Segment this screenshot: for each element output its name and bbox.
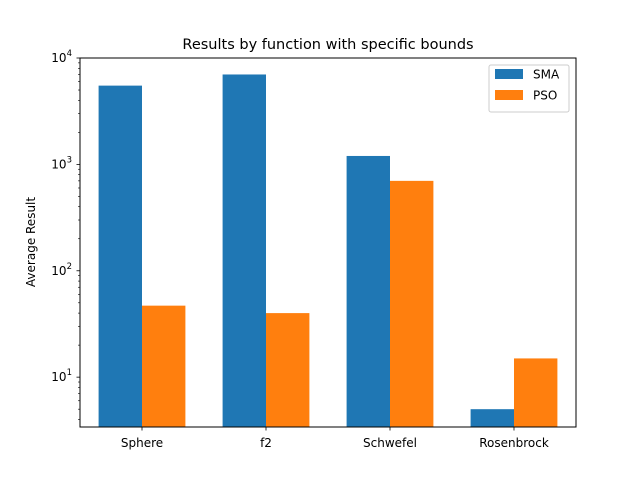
x-tick-label: Sphere <box>121 436 163 450</box>
x-tick-label: f2 <box>260 436 272 450</box>
x-axis-ticks: Sphere f2 Schwefel Rosenbrock <box>121 427 549 450</box>
y-axis-label: Average Result <box>24 197 38 287</box>
y-tick-label: 104 <box>51 49 72 65</box>
y-tick-exponent: 3 <box>67 155 72 165</box>
bar-sma-rosenbrock <box>470 409 514 427</box>
legend-label-pso: PSO <box>533 89 557 103</box>
bar-pso-rosenbrock <box>514 358 558 427</box>
bar-sma-schwefel <box>346 155 390 427</box>
plot-frame <box>79 57 577 428</box>
bars <box>98 74 558 428</box>
bar-pso-schwefel <box>390 180 434 427</box>
legend-swatch-sma <box>495 69 523 79</box>
bar-sma-f2 <box>222 74 266 427</box>
legend-label-sma: SMA <box>533 68 560 82</box>
x-tick-label: Rosenbrock <box>479 436 549 450</box>
bar-pso-f2 <box>266 313 310 427</box>
y-tick-label: 101 <box>51 368 72 384</box>
y-tick-exponent: 4 <box>67 49 72 59</box>
y-tick-label: 103 <box>51 155 72 171</box>
legend-swatch-pso <box>495 90 523 100</box>
y-tick-exponent: 1 <box>67 368 72 378</box>
bar-pso-sphere <box>142 305 186 427</box>
bar-sma-sphere <box>98 85 142 428</box>
x-tick-label: Schwefel <box>363 436 417 450</box>
y-axis-ticks: 101 102 103 104 <box>51 49 80 420</box>
y-tick-exponent: 2 <box>67 262 72 272</box>
chart-title: Results by function with specific bounds <box>182 37 473 53</box>
legend: SMA PSO <box>488 64 570 113</box>
y-tick-label: 102 <box>51 262 72 278</box>
